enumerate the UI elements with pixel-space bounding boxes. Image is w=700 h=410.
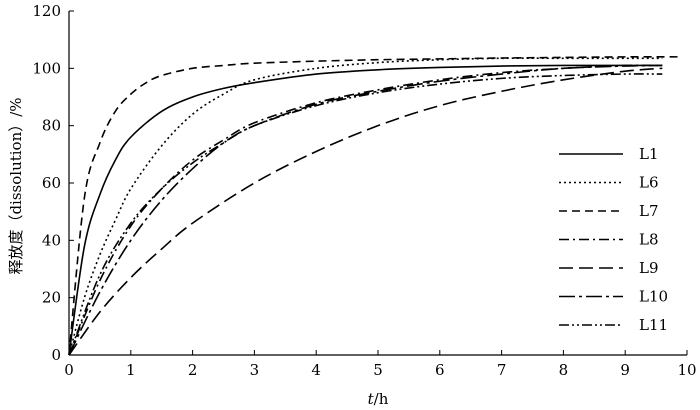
x-axis-title-unit: /h	[374, 390, 389, 408]
y-tick-label: 60	[42, 174, 61, 192]
y-tick-label: 80	[42, 117, 61, 135]
legend-label-l10: L10	[639, 288, 668, 306]
x-tick-label: 4	[311, 361, 321, 379]
series-line-l10	[68, 64, 663, 356]
y-axis-title: 释放度（dissolution）/%	[7, 97, 25, 274]
y-tick-label: 20	[42, 289, 61, 307]
legend-label-l9: L9	[639, 259, 659, 277]
y-tick-label: 0	[51, 346, 61, 364]
x-tick-label: 2	[188, 361, 198, 379]
legend-label-l6: L6	[639, 174, 659, 192]
x-tick-label: 0	[64, 361, 74, 379]
x-tick-label: 6	[435, 361, 445, 379]
series-line-l11	[68, 73, 663, 356]
legend-label-l8: L8	[639, 231, 659, 249]
x-tick-label: 7	[497, 361, 507, 379]
y-tick-label: 100	[32, 59, 61, 77]
legend: L1 L6 L7 L8 L9 L10 L11	[559, 145, 668, 334]
y-tick-label: 120	[32, 2, 61, 20]
series-group	[68, 56, 681, 356]
x-tick-label: 8	[559, 361, 569, 379]
x-axis-title-variable: t	[368, 390, 375, 408]
x-tick-label: 10	[677, 361, 696, 379]
x-tick-label: 5	[373, 361, 383, 379]
x-axis-title: t/h	[368, 390, 389, 408]
series-line-l8	[68, 64, 663, 356]
x-tick-label: 9	[620, 361, 630, 379]
legend-label-l11: L11	[639, 316, 668, 334]
series-line-l9	[68, 67, 663, 356]
series-line-l7	[68, 56, 681, 356]
series-line-l1	[68, 64, 663, 356]
series-line-l6	[68, 57, 663, 356]
x-tick-label: 1	[126, 361, 136, 379]
y-tick-label: 40	[42, 231, 61, 249]
legend-label-l1: L1	[639, 145, 659, 163]
legend-label-l7: L7	[639, 202, 659, 220]
x-tick-label: 3	[250, 361, 260, 379]
